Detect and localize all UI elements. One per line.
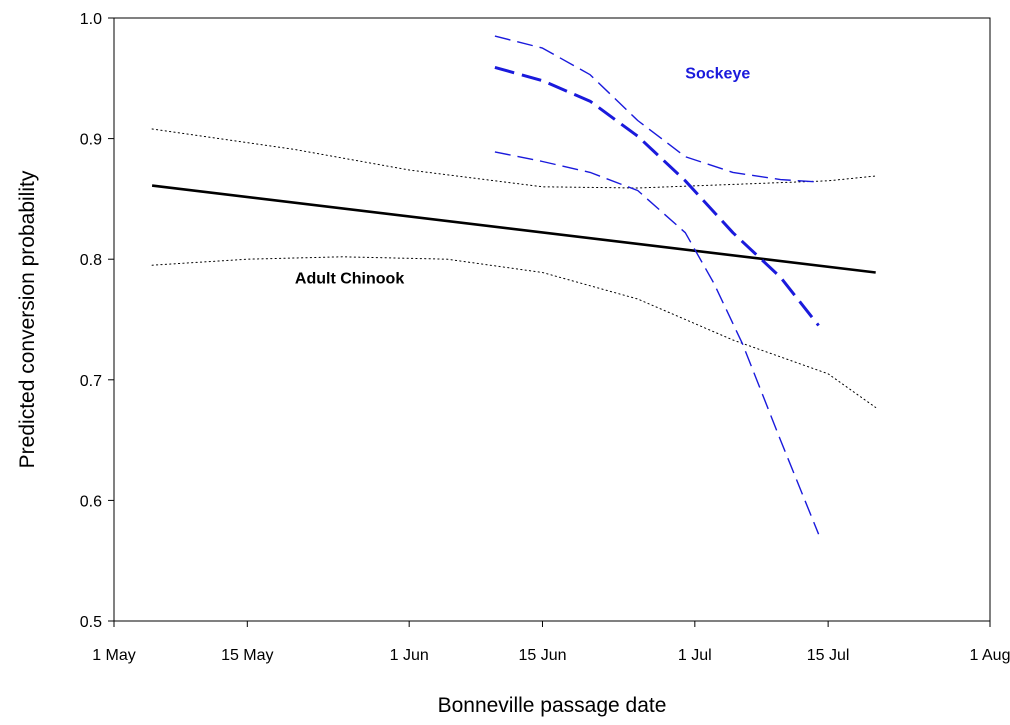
- x-tick-label: 15 Jul: [807, 647, 850, 664]
- sockeye-upper-line: [494, 35, 819, 183]
- x-tick-label: 15 May: [221, 647, 273, 664]
- y-tick-label: 0.9: [80, 132, 102, 149]
- annotation-layer: Adult Chinook Sockeye: [295, 65, 750, 287]
- sockeye-lower-line: [494, 151, 820, 535]
- x-tick-label: 1 Jul: [678, 647, 712, 664]
- y-tick-label: 0.8: [80, 252, 102, 269]
- sockeye-fit-line: [494, 65, 820, 327]
- x-tick-label: 1 Jun: [390, 647, 429, 664]
- y-axis-title: Predicted conversion probability: [16, 170, 39, 468]
- x-tick-label: 1 May: [92, 647, 136, 664]
- plot-frame: [113, 17, 991, 622]
- x-axis-title: Bonneville passage date: [438, 694, 667, 717]
- chinook-upper-line: [151, 128, 877, 189]
- sockeye-annotation: Sockeye: [685, 65, 750, 82]
- x-tick-label: 15 Jun: [518, 647, 566, 664]
- y-tick-label: 0.6: [80, 493, 102, 510]
- chinook-fit-line: [151, 184, 876, 274]
- axes: 1 May 15 May 1 Jun 15 Jun 1 Jul 15 Jul 1 Aug 0.…: [80, 11, 1010, 664]
- y-tick-label: 0.7: [80, 373, 102, 390]
- chinook-lower-line: [151, 256, 877, 408]
- series-layer: [151, 35, 877, 535]
- chinook-annotation: Adult Chinook: [295, 270, 404, 287]
- x-tick-label: 1 Aug: [970, 647, 1010, 664]
- plot-border: [113, 17, 991, 622]
- y-tick-label: 0.5: [80, 614, 102, 631]
- y-tick-label: 1.0: [80, 11, 102, 28]
